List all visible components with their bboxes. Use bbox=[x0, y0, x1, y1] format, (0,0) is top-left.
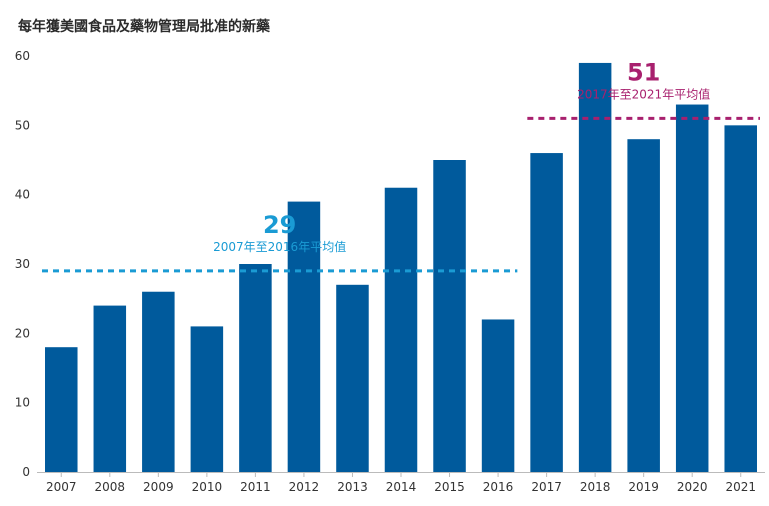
average-label: 2017年至2021年平均值 bbox=[577, 86, 710, 101]
x-tick-label: 2010 bbox=[192, 480, 223, 494]
x-tick-label: 2008 bbox=[95, 480, 126, 494]
x-tick-label: 2012 bbox=[289, 480, 320, 494]
average-value: 29 bbox=[263, 211, 296, 239]
bars bbox=[45, 62, 757, 473]
y-tick-label: 50 bbox=[15, 118, 30, 132]
chart-title: 每年獲美國食品及藥物管理局批准的新藥 bbox=[18, 19, 270, 35]
y-tick-label: 20 bbox=[15, 326, 30, 340]
x-tick-label: 2017 bbox=[531, 480, 562, 494]
x-tick-label: 2018 bbox=[580, 480, 611, 494]
bar bbox=[724, 125, 757, 472]
bar bbox=[675, 104, 709, 473]
x-tick-label: 2009 bbox=[143, 480, 174, 494]
x-tick-label: 2021 bbox=[725, 480, 756, 494]
bar bbox=[578, 62, 612, 472]
bar bbox=[384, 187, 418, 472]
bar bbox=[142, 291, 175, 472]
average-value: 51 bbox=[627, 58, 660, 86]
bar bbox=[287, 201, 321, 472]
x-tick-label: 2007 bbox=[46, 480, 77, 494]
y-tick-label: 40 bbox=[15, 188, 30, 202]
average-label: 2007年至2016年平均值 bbox=[213, 239, 346, 254]
y-axis: 0 10 20 30 40 50 60 bbox=[15, 49, 30, 479]
bar bbox=[190, 326, 224, 472]
x-tick-label: 2013 bbox=[337, 480, 368, 494]
x-tick-label: 2019 bbox=[628, 480, 659, 494]
y-tick-label: 60 bbox=[15, 49, 30, 63]
bar bbox=[627, 139, 660, 472]
bar bbox=[239, 264, 272, 472]
x-tick-label: 2020 bbox=[677, 480, 708, 494]
x-tick-label: 2014 bbox=[386, 480, 417, 494]
bar bbox=[433, 160, 466, 472]
bar bbox=[45, 347, 78, 472]
x-tick-label: 2015 bbox=[434, 480, 465, 494]
y-tick-label: 10 bbox=[15, 396, 30, 410]
x-tick-label: 2016 bbox=[483, 480, 514, 494]
x-tick-label: 2011 bbox=[240, 480, 271, 494]
bar bbox=[481, 319, 515, 472]
y-tick-label: 0 bbox=[22, 465, 30, 479]
x-axis: 2007 2008 2009 2010 2011 2012 2013 2014 2015 2016… bbox=[46, 472, 756, 494]
bar bbox=[336, 284, 369, 472]
bar bbox=[93, 305, 127, 472]
bar bbox=[530, 153, 563, 473]
y-tick-label: 30 bbox=[15, 257, 30, 271]
